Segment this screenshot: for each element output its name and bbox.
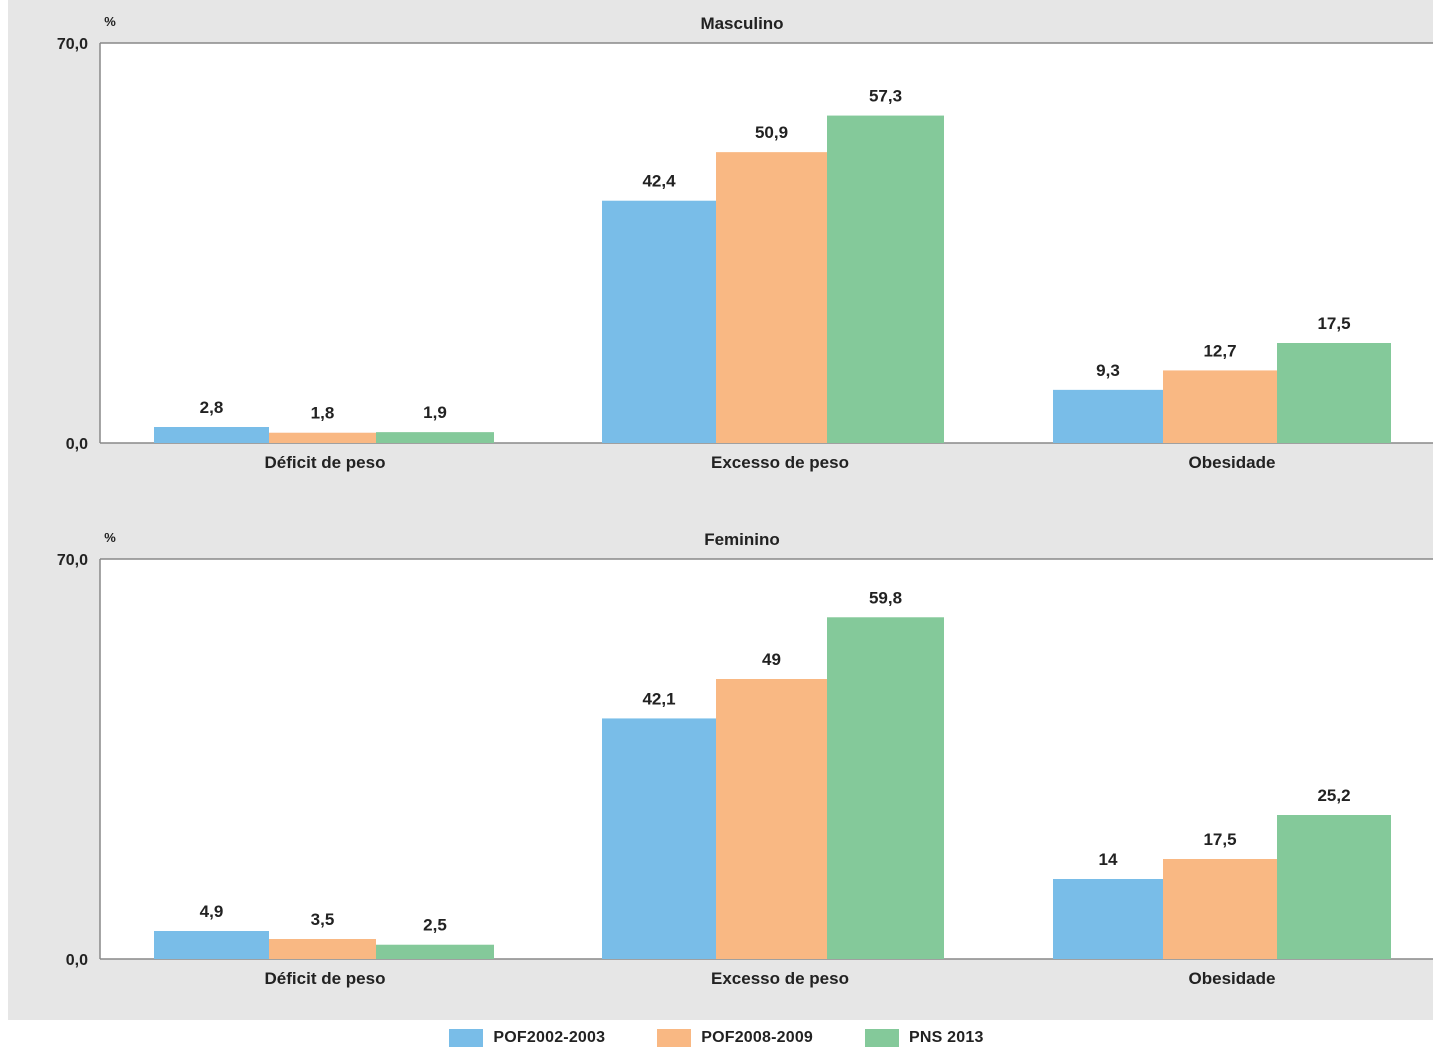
bar-value-label: 9,3 (1096, 361, 1120, 380)
bar (716, 679, 827, 959)
bar (1163, 859, 1277, 959)
bar (827, 617, 944, 959)
legend-label: POF2002-2003 (493, 1029, 606, 1046)
bar (1163, 370, 1277, 443)
y-tick-label: 0,0 (66, 952, 88, 969)
legend-swatch (865, 1029, 900, 1047)
bar-value-label: 1,8 (311, 404, 335, 423)
bar (269, 939, 376, 959)
y-axis-unit-label: % (104, 530, 116, 545)
x-category-label: Excesso de peso (711, 453, 849, 472)
panel-title: Masculino (700, 14, 783, 33)
bar (602, 718, 716, 959)
legend: POF2002-2003 POF2008-2009 PNS 2013 (0, 1026, 1433, 1050)
bar (1053, 879, 1163, 959)
bar (602, 200, 716, 443)
x-category-label: Excesso de peso (711, 969, 849, 988)
bar (827, 115, 944, 444)
bar-value-label: 17,5 (1203, 830, 1236, 849)
legend-item: PNS 2013 (865, 1029, 984, 1047)
bar-value-label: 17,5 (1317, 314, 1350, 333)
bar-value-label: 42,4 (642, 172, 676, 191)
bar-value-label: 14 (1099, 850, 1118, 869)
bar-value-label: 3,5 (311, 910, 335, 929)
legend-label: PNS 2013 (909, 1029, 984, 1046)
y-axis-unit-label: % (104, 14, 116, 29)
bar-value-label: 2,8 (200, 398, 224, 417)
bar (269, 432, 376, 443)
bar (376, 432, 494, 443)
bar-value-label: 12,7 (1203, 341, 1236, 360)
bar (716, 152, 827, 443)
x-category-label: Obesidade (1189, 453, 1276, 472)
y-tick-label: 0,0 (66, 436, 88, 453)
y-tick-label: 70,0 (57, 36, 88, 53)
x-category-label: Déficit de peso (265, 969, 386, 988)
bar (154, 427, 269, 443)
bar-value-label: 57,3 (869, 87, 902, 106)
bar (376, 944, 494, 959)
x-category-label: Déficit de peso (265, 453, 386, 472)
legend-item: POF2002-2003 (449, 1029, 605, 1047)
bar-value-label: 25,2 (1317, 786, 1350, 805)
legend-item: POF2008-2009 (657, 1029, 813, 1047)
legend-swatch (657, 1029, 692, 1047)
bar-value-label: 4,9 (200, 902, 224, 921)
bar (1053, 389, 1163, 443)
bar-value-label: 49 (762, 650, 781, 669)
bar-value-label: 50,9 (755, 123, 788, 142)
legend-swatch (449, 1029, 484, 1047)
bar (1277, 815, 1391, 959)
bar-value-label: 59,8 (869, 588, 902, 607)
panel-title: Feminino (704, 530, 780, 549)
x-category-label: Obesidade (1189, 969, 1276, 988)
y-tick-label: 70,0 (57, 552, 88, 569)
bar-value-label: 1,9 (423, 403, 447, 422)
bar (154, 931, 269, 959)
bar-value-label: 42,1 (642, 689, 675, 708)
bar-value-label: 2,5 (423, 916, 447, 935)
legend-label: POF2008-2009 (701, 1029, 814, 1046)
bar (1277, 343, 1391, 443)
